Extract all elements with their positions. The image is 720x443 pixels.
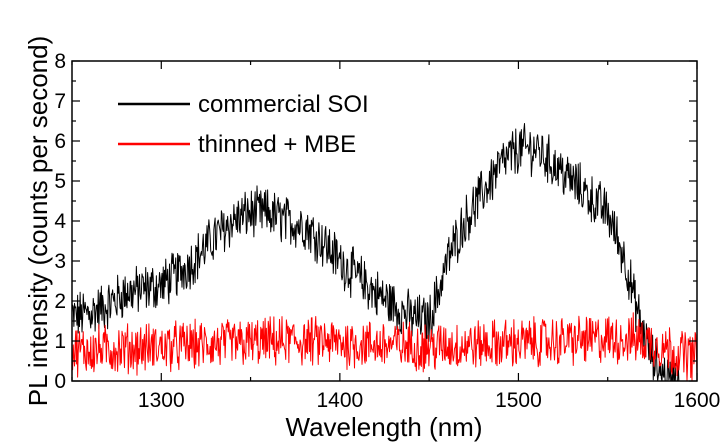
y-tick-label: 7 bbox=[54, 90, 66, 113]
y-axis-title: PL intensity (counts per second) bbox=[23, 36, 53, 406]
x-tick-label: 1300 bbox=[138, 389, 185, 412]
x-axis-title: Wavelength (nm) bbox=[286, 412, 483, 442]
y-tick-label: 8 bbox=[54, 50, 66, 73]
tick-label-layer: 1300 1400 1500 1600 0 1 2 3 4 5 6 7 8 bbox=[54, 50, 720, 412]
legend: commercial SOI thinned + MBE bbox=[118, 91, 369, 158]
y-tick-label: 6 bbox=[54, 130, 66, 153]
x-tick-label: 1400 bbox=[316, 389, 363, 412]
y-tick-label: 3 bbox=[54, 250, 66, 273]
y-tick-label: 1 bbox=[54, 330, 66, 353]
tick-layer bbox=[71, 60, 698, 382]
y-tick-label: 4 bbox=[54, 210, 66, 233]
series-line-commercial-soi bbox=[71, 123, 680, 382]
y-tick-label: 5 bbox=[54, 170, 66, 193]
legend-label-commercial-soi: commercial SOI bbox=[198, 91, 369, 118]
series-line-thinned-mbe bbox=[71, 312, 698, 382]
x-tick-label: 1600 bbox=[674, 389, 720, 412]
x-tick-label: 1500 bbox=[495, 389, 542, 412]
series-layer bbox=[71, 123, 698, 382]
y-tick-label: 2 bbox=[54, 290, 66, 313]
y-tick-label: 0 bbox=[54, 370, 66, 393]
legend-label-thinned-mbe: thinned + MBE bbox=[198, 131, 356, 158]
